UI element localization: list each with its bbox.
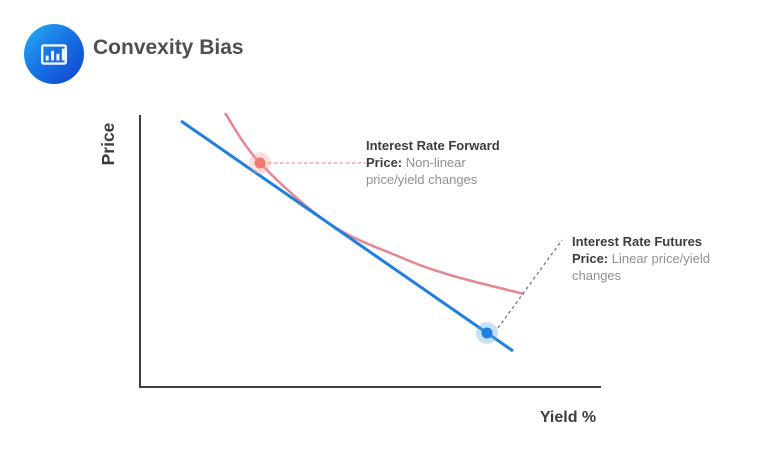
svg-text:changes: changes xyxy=(572,268,622,283)
svg-text:Interest Rate Futures: Interest Rate Futures xyxy=(572,234,702,249)
svg-text:Yield %: Yield % xyxy=(540,409,596,426)
svg-text:Price: Linear price/yield: Price: Linear price/yield xyxy=(572,251,710,266)
svg-text:Price: Price xyxy=(98,122,118,165)
svg-text:Price: Non-linear: Price: Non-linear xyxy=(366,155,466,170)
svg-text:price/yield changes: price/yield changes xyxy=(366,172,478,187)
svg-text:Interest Rate Forward: Interest Rate Forward xyxy=(366,138,500,153)
